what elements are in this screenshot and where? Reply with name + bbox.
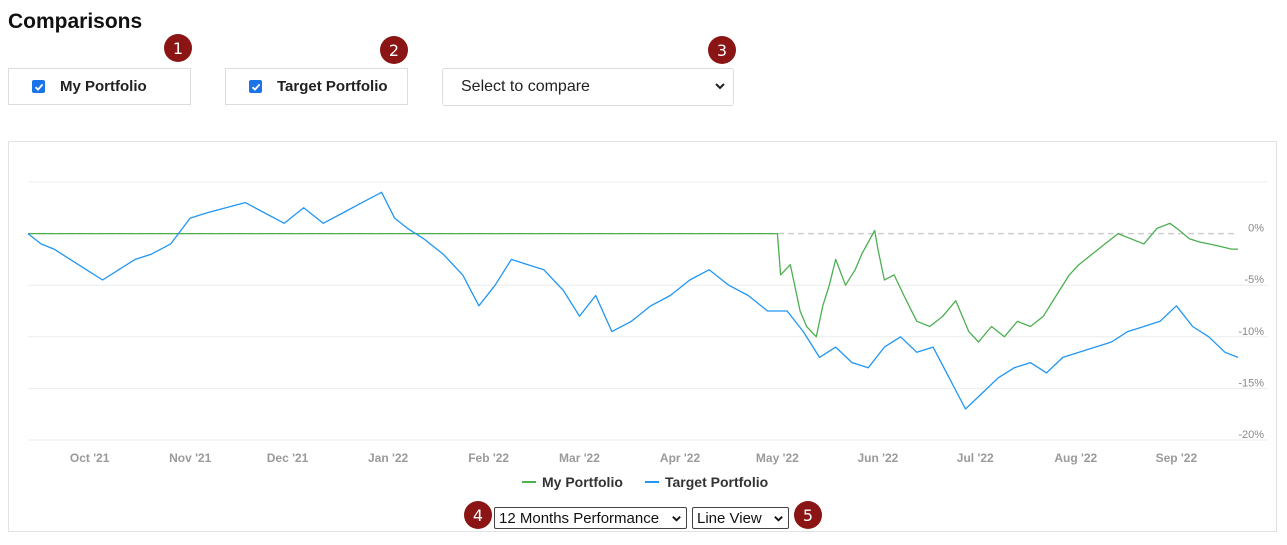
my-portfolio-label: My Portfolio	[60, 78, 147, 95]
badge-3: 3	[708, 36, 736, 64]
x-tick-label: Aug '22	[1054, 451, 1097, 465]
x-tick-label: Apr '22	[660, 451, 701, 465]
y-tick-label: -20%	[1238, 429, 1264, 441]
view-select-value: Line View	[697, 509, 762, 527]
y-tick-label: -15%	[1238, 377, 1264, 389]
x-tick-label: Nov '21	[169, 451, 212, 465]
legend-my-portfolio[interactable]: My Portfolio	[522, 474, 623, 490]
my-portfolio-checkbox[interactable]	[32, 80, 45, 93]
x-tick-label: Oct '21	[70, 451, 110, 465]
my-portfolio-line	[28, 222, 1238, 343]
x-tick-label: Sep '22	[1156, 451, 1198, 465]
badge-5: 5	[794, 501, 822, 529]
chevron-down-icon	[672, 516, 681, 522]
check-icon	[34, 83, 43, 91]
x-tick-label: Jun '22	[857, 451, 898, 465]
legend-label-target-portfolio: Target Portfolio	[665, 474, 769, 490]
y-tick-label: 0%	[1248, 223, 1264, 235]
chevron-down-icon	[715, 83, 725, 90]
x-tick-label: Dec '21	[267, 451, 309, 465]
target-portfolio-checkbox-card[interactable]: Target Portfolio	[225, 68, 408, 105]
period-select-value: 12 Months Performance	[499, 509, 660, 527]
target-portfolio-label: Target Portfolio	[277, 78, 388, 95]
legend-swatch-my-portfolio	[522, 481, 536, 483]
legend-swatch-target-portfolio	[645, 481, 659, 483]
x-tick-label: Feb '22	[468, 451, 509, 465]
page-title: Comparisons	[8, 10, 143, 33]
chart-panel	[8, 141, 1277, 532]
x-tick-label: Jul '22	[957, 451, 994, 465]
legend-label-my-portfolio: My Portfolio	[542, 474, 623, 490]
x-tick-label: Jan '22	[368, 451, 409, 465]
view-select[interactable]: Line View	[692, 507, 789, 529]
check-icon	[251, 83, 260, 91]
badge-2: 2	[380, 36, 408, 64]
period-select[interactable]: 12 Months Performance	[494, 507, 687, 529]
y-tick-label: -5%	[1244, 274, 1264, 286]
x-tick-label: Mar '22	[559, 451, 600, 465]
chevron-down-icon	[774, 516, 783, 522]
legend-target-portfolio[interactable]: Target Portfolio	[645, 474, 768, 490]
compare-select-value: Select to compare	[461, 78, 590, 95]
my-portfolio-checkbox-card[interactable]: My Portfolio	[8, 68, 191, 105]
compare-select[interactable]: Select to compare	[442, 68, 734, 106]
performance-chart: 0% -5% -10% -15% -20% Oct '21 Nov '21 Dec '21 Ja…	[27, 181, 1268, 465]
badge-1: 1	[164, 34, 192, 62]
target-portfolio-line	[27, 191, 1239, 410]
target-portfolio-checkbox[interactable]	[249, 80, 262, 93]
badge-4: 4	[464, 501, 492, 529]
x-tick-label: May '22	[756, 451, 799, 465]
y-tick-label: -10%	[1238, 326, 1264, 338]
